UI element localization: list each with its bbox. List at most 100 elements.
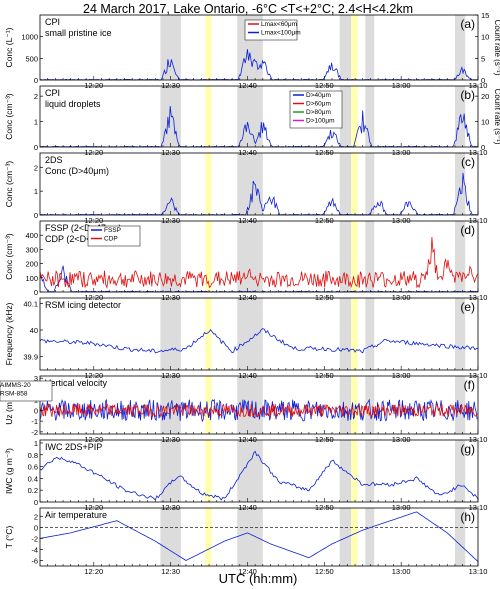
x-tick-label: 13:10 [469,567,488,576]
gray-band [339,15,352,80]
x-tick-label: 13:10 [469,148,488,157]
y-tick-label: 1 [34,439,38,448]
y-tick-label: 0.8 [28,451,38,460]
panel-sublabel: liquid droplets [45,99,101,109]
y-tick-label: 0 [34,211,38,220]
yellow-band [205,86,212,147]
y-tick-label: 400 [25,231,38,240]
x-tick-label: 12:40 [238,293,257,302]
y-tick-label: 0 [34,498,38,507]
panel-label: 2DS [45,155,63,165]
y-axis-label: Uz (m s⁻¹) [4,385,14,425]
panel-label: CPI [45,17,60,27]
gray-band [365,508,375,566]
gray-band [160,440,181,502]
x-tick-label: 12:40 [238,371,257,380]
x-tick-label: 13:10 [469,371,488,380]
y-tick-label: 1000 [21,33,38,42]
legend-entry: Lmax<60μm [261,21,297,28]
plot-frame [39,439,479,503]
gray-band [237,508,263,566]
plot-frame [39,297,479,371]
series-line [39,236,479,289]
x-axis: 12:20 12:20 12:20 12:20 12:20 12:20 12:20 12:20… [84,81,487,576]
gray-band [237,86,263,147]
plot-frame [39,152,479,216]
x-tick-label: 12:40 [238,503,257,512]
yellow-band [351,376,358,434]
panel-sublabel: small pristine ice [45,28,112,38]
y-axis-label: Conc (cm⁻³) [4,233,14,280]
y-axis-label: Conc (cm⁻³) [4,161,14,208]
x-tick-label: 13:00 [392,567,411,576]
y-tick-label: 0 [34,406,38,415]
panel-letter: (a) [460,17,475,31]
yellow-band [205,15,212,80]
gray-band [237,298,263,370]
panel-label: IWC 2DS+PIP [45,442,102,452]
yellow-band [351,508,358,566]
panel-letter: (c) [461,155,475,169]
yellow-band [205,221,212,292]
y-tick-label: 3 [34,374,38,383]
gray-band [365,15,375,80]
legend-entry: D>40μm [306,92,331,99]
y-tick-label: -1 [31,417,38,426]
x-tick-label: 13:00 [392,503,411,512]
figure-title: 24 March 2017, Lake Ontario, -6°C <T<+2°… [83,2,413,16]
gray-band [237,376,263,434]
y2-tick-label: 5 [481,54,485,63]
y-tick-label: 0.4 [28,474,38,483]
gray-band [339,298,352,370]
panel-label: FSSP (2<D<47μm) [45,223,122,233]
x-tick-label: 12:30 [161,81,180,90]
panel-label: RSM icing detector [45,300,121,310]
legend-entry: Lmax<100μm [261,30,301,37]
gray-band [339,221,352,292]
y2-tick-label: 0 [481,76,485,85]
x-tick-label: 12:20 [84,503,103,512]
panel-6: -2-10123Uz (m s⁻¹)Vertical velocity(f)AI… [0,374,479,437]
x-tick-label: 12:20 [84,148,103,157]
x-tick-label: 12:50 [315,148,334,157]
panel-letter: (f) [464,378,475,392]
y2-tick-label: 15 [481,11,489,20]
series-line [39,450,479,501]
panel-letter: (e) [460,300,475,314]
plot-frame [39,85,479,148]
x-tick-label: 12:30 [161,435,180,444]
panel-1: 0 500 1000 0 5 10 15 Count rate (s⁻¹) Conc (L⁻¹)… [4,11,500,85]
y-axis-label: Frequency (kHz) [4,302,14,365]
x-tick-label: 12:20 [84,81,103,90]
gray-band [454,221,466,292]
plot-frame [39,14,479,81]
x-tick-label: 12:50 [315,567,334,576]
legend-box [0,380,53,402]
yellow-band [351,298,358,370]
x-tick-label: 12:40 [238,81,257,90]
series-line [39,398,478,423]
x-tick-label: 12:50 [315,293,334,302]
panel-7: 0 0.2 0.4 0.6 0.8 1 IWC (g m⁻³) IWC 2DS+PIP (g) [4,439,479,507]
x-axis-label: UTC (hh:mm) [219,571,298,586]
y2-tick-label: 10 [481,118,489,127]
y-tick-label: -6 [31,556,38,565]
gray-band [160,15,181,80]
legend-entry: D>60μm [306,101,331,108]
gray-band [160,508,181,566]
y-tick-label: 2 [34,92,38,101]
gray-band [454,298,466,370]
x-tick-label: 12:40 [238,567,257,576]
legend-entry: D>100μm [306,118,335,125]
legend-entry: CDP [104,236,118,243]
x-tick-label: 13:00 [392,216,411,225]
x-tick-label: 12:50 [315,435,334,444]
legend-entry: AIMMS-20 [0,382,31,389]
y-tick-label: 0 [34,76,38,85]
x-tick-label: 13:00 [392,81,411,90]
panel-8: -6 -4 -2 0 2 T (°C) Air temperature (h) [4,507,479,567]
